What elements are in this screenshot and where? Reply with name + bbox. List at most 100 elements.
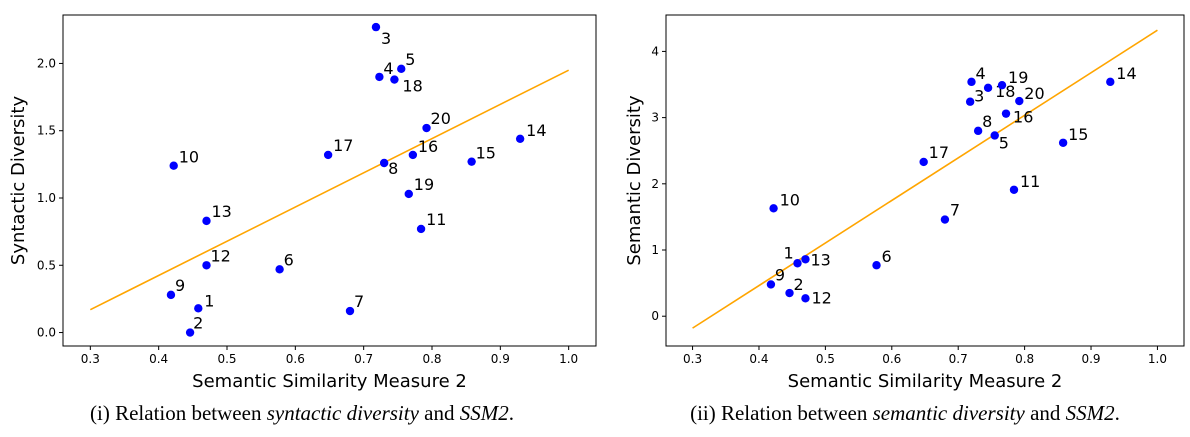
x-axis-label: Semantic Similarity Measure 2 bbox=[788, 371, 1063, 392]
y-tick-label: 1 bbox=[651, 243, 659, 257]
data-point bbox=[467, 157, 476, 166]
point-label: 6 bbox=[284, 250, 294, 269]
data-point bbox=[1106, 77, 1115, 87]
data-point bbox=[379, 158, 389, 168]
caption-left: (i) Relation between syntactic diversity… bbox=[90, 401, 514, 425]
point-label: 12 bbox=[211, 246, 231, 265]
y-tick-label: 1.5 bbox=[37, 124, 56, 138]
data-point bbox=[166, 290, 176, 300]
y-tick-label: 0.0 bbox=[37, 326, 56, 340]
data-point bbox=[416, 224, 426, 234]
point-label: 20 bbox=[431, 109, 451, 128]
x-tick-label: 0.4 bbox=[149, 352, 168, 366]
point-label: 10 bbox=[780, 190, 800, 209]
data-point bbox=[1009, 185, 1019, 194]
point-label: 12 bbox=[811, 288, 831, 307]
data-point bbox=[990, 131, 999, 140]
y-tick-label: 0.5 bbox=[37, 258, 56, 272]
trend-line bbox=[692, 29, 1158, 329]
data-point bbox=[940, 215, 950, 224]
data-point bbox=[185, 328, 195, 337]
point-label: 9 bbox=[175, 276, 185, 295]
point-label: 9 bbox=[775, 265, 785, 284]
x-tick-label: 0.8 bbox=[422, 352, 441, 366]
point-label: 19 bbox=[1008, 68, 1028, 87]
point-label: 2 bbox=[794, 275, 804, 294]
x-tick-label: 0.6 bbox=[286, 352, 305, 366]
point-label: 14 bbox=[526, 121, 546, 140]
y-tick-label: 2.0 bbox=[37, 56, 56, 70]
point-label: 17 bbox=[929, 143, 949, 162]
data-point bbox=[997, 80, 1007, 90]
point-label: 3 bbox=[974, 87, 984, 106]
point-label: 7 bbox=[354, 292, 364, 311]
point-label: 4 bbox=[383, 59, 393, 78]
data-point bbox=[973, 126, 983, 136]
data-point bbox=[375, 72, 384, 82]
data-point bbox=[1015, 96, 1024, 106]
data-point bbox=[983, 83, 993, 93]
point-label: 18 bbox=[402, 77, 422, 96]
x-tick-label: 0.5 bbox=[816, 352, 835, 366]
data-point bbox=[275, 265, 284, 274]
x-tick-label: 0.7 bbox=[354, 352, 373, 366]
data-point bbox=[404, 189, 413, 199]
data-point bbox=[801, 294, 810, 303]
x-tick-label: 0.8 bbox=[1015, 352, 1034, 366]
point-label: 2 bbox=[193, 314, 203, 333]
data-point bbox=[408, 150, 418, 160]
y-tick-label: 1.0 bbox=[37, 191, 56, 205]
data-point bbox=[194, 304, 203, 313]
data-point bbox=[345, 306, 355, 316]
y-tick-label: 4 bbox=[651, 44, 659, 58]
y-tick-label: 2 bbox=[651, 177, 659, 191]
data-point bbox=[793, 259, 802, 268]
data-point bbox=[390, 75, 399, 84]
data-point bbox=[422, 123, 431, 133]
data-point bbox=[323, 150, 333, 160]
x-axis-label: Semantic Similarity Measure 2 bbox=[192, 371, 467, 392]
point-label: 5 bbox=[999, 133, 1009, 152]
point-label: 4 bbox=[975, 64, 985, 83]
plot-frame bbox=[62, 14, 597, 347]
point-label: 10 bbox=[179, 148, 199, 167]
data-point bbox=[202, 216, 211, 226]
x-tick-label: 0.5 bbox=[217, 352, 236, 366]
data-point bbox=[967, 77, 976, 87]
caption-right: (ii) Relation between semantic diversity… bbox=[690, 401, 1120, 425]
data-point bbox=[766, 280, 776, 289]
point-label: 20 bbox=[1024, 84, 1044, 103]
point-label: 15 bbox=[476, 144, 496, 163]
data-point bbox=[965, 97, 975, 106]
data-point bbox=[371, 22, 381, 32]
data-point bbox=[397, 64, 406, 74]
y-axis-label: Semantic Diversity bbox=[624, 95, 645, 266]
point-label: 7 bbox=[950, 201, 960, 220]
point-label: 16 bbox=[418, 137, 438, 156]
x-tick-label: 1.0 bbox=[559, 352, 578, 366]
x-tick-label: 0.3 bbox=[81, 352, 100, 366]
x-tick-label: 0.4 bbox=[749, 352, 768, 366]
x-tick-label: 0.9 bbox=[491, 352, 510, 366]
point-label: 1 bbox=[783, 243, 793, 262]
y-tick-label: 3 bbox=[651, 111, 659, 125]
y-axis-label: Syntactic Diversity bbox=[8, 96, 29, 266]
point-label: 5 bbox=[405, 50, 415, 69]
point-label: 6 bbox=[882, 247, 892, 266]
x-tick-label: 0.6 bbox=[882, 352, 901, 366]
x-tick-label: 0.9 bbox=[1081, 352, 1100, 366]
point-label: 11 bbox=[1020, 172, 1040, 191]
point-label: 3 bbox=[381, 29, 391, 48]
data-point bbox=[169, 161, 178, 170]
y-tick-label: 0 bbox=[651, 309, 659, 323]
point-label: 14 bbox=[1116, 64, 1136, 83]
point-label: 8 bbox=[388, 159, 398, 178]
point-label: 16 bbox=[1013, 108, 1033, 127]
point-label: 1 bbox=[204, 291, 214, 310]
point-label: 11 bbox=[426, 210, 446, 229]
point-label: 8 bbox=[982, 112, 992, 131]
trend-line bbox=[89, 69, 570, 311]
data-point bbox=[515, 134, 525, 143]
